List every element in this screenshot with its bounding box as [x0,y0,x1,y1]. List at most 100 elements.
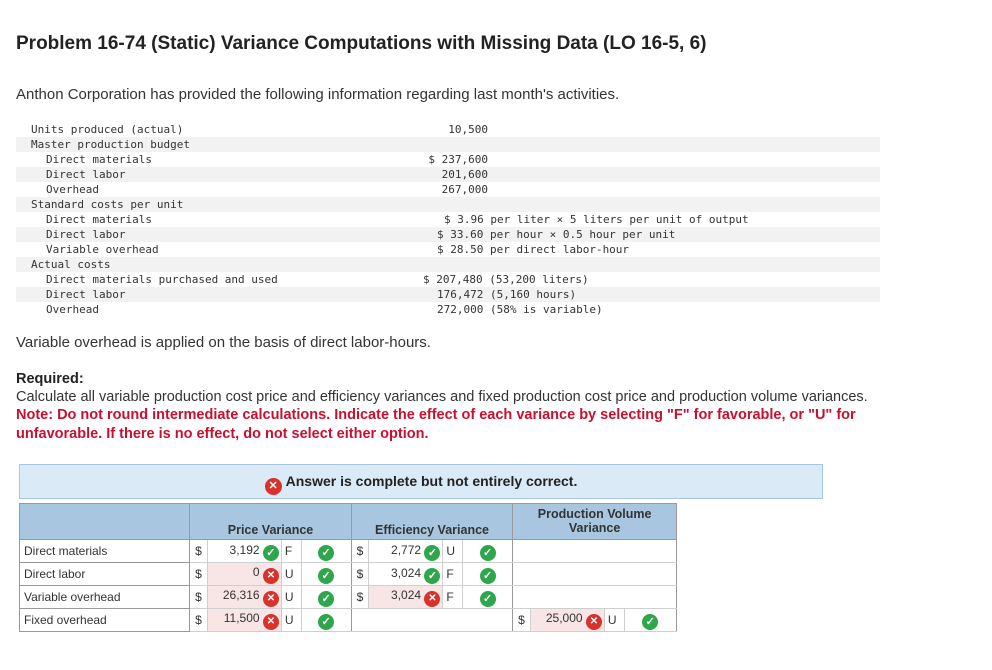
data-row: Direct labor $ 33.60 per hour × 0.5 hour … [16,227,880,242]
header-price-variance: Price Variance [189,503,352,540]
price-variance-amount-input[interactable]: 3,192 ✓ [206,539,282,563]
data-row-label: Direct labor [46,288,126,301]
data-row-label: Standard costs per unit [31,198,184,211]
price-variance-amount-value: 11,500 [223,610,263,625]
required-heading: Required: [16,371,84,387]
efficiency-variance-effect-select[interactable]: F [442,585,463,609]
efficiency-variance-row-check: ✓ [462,585,514,609]
data-row-value: 267,000 [441,183,488,196]
efficiency-variance-amount-input[interactable]: 2,772 ✓ [368,539,443,563]
price-variance-amount-value: 0 [252,564,263,579]
data-row-label: Units produced (actual) [31,123,184,136]
efficiency-variance-amount-input[interactable]: 3,024 ✓ [368,562,443,586]
price-variance-currency: $ [189,585,208,609]
x-circle-icon: ✕ [585,614,602,630]
table-row: Direct labor $0 ✕ U ✓ $3,024 ✓ F ✓ [18,562,677,586]
volume-variance-amount-input[interactable]: 25,000 ✕ [529,608,605,632]
x-circle-icon: ✕ [262,614,279,630]
efficiency-variance-row-check: ✓ [462,562,514,586]
data-row-label: Actual costs [31,258,111,271]
data-row-label: Direct labor [46,228,126,241]
required-note: Note: Do not round intermediate calculat… [16,407,856,442]
data-row: Overhead 272,000 (58% is variable) [16,302,880,317]
data-row-label: Variable overhead [46,243,159,256]
banner-text: Answer is complete but not entirely corr… [285,473,578,489]
row-label: Variable overhead [18,585,191,609]
data-row-value: $ 28.50 per direct labor-hour [437,243,630,256]
price-variance-amount-input[interactable]: 26,316 ✕ [206,585,282,609]
check-circle-icon: ✓ [318,613,335,630]
check-circle-icon: ✓ [318,544,335,561]
data-row-value: $ 3.96 per liter × 5 liters per unit of … [444,213,749,226]
problem-title: Problem 16-74 (Static) Variance Computat… [16,33,707,54]
volume-variance-amount-value: 25,000 [545,610,586,625]
data-row: Variable overhead $ 28.50 per direct labo… [16,242,880,257]
data-row: Direct materials purchased and used $ 207… [16,272,880,287]
data-row-value: 10,500 [448,123,488,136]
row-label: Direct labor [18,562,191,586]
data-row: Master production budget [16,137,880,152]
x-circle-icon: ✕ [264,478,282,495]
empty-cell [512,585,677,609]
price-variance-amount-input[interactable]: 11,500 ✕ [206,608,282,632]
data-row-label: Direct materials [46,213,152,226]
price-variance-currency: $ [189,562,208,586]
row-label: Fixed overhead [18,608,191,632]
price-variance-amount-value: 26,316 [222,587,263,602]
check-circle-icon: ✓ [479,567,496,584]
data-row-value: $ 33.60 per hour × 0.5 hour per unit [437,228,676,241]
header-production-volume-variance: Production Volume Variance [512,503,677,540]
efficiency-variance-amount-value: 3,024 [391,565,425,580]
price-variance-row-check: ✓ [300,562,352,586]
header-efficiency-variance: Efficiency Variance [350,503,514,540]
price-variance-amount-value: 3,192 [229,542,263,557]
price-variance-effect-select[interactable]: U [280,585,302,609]
efficiency-variance-amount-value: 3,024 [391,587,425,602]
header-row-label [18,503,191,540]
data-row-label: Direct labor [46,168,126,181]
volume-variance-row-check: ✓ [623,608,678,632]
efficiency-variance-row-check: ✓ [462,539,514,563]
efficiency-variance-amount-input[interactable]: 3,024 ✕ [368,585,443,609]
price-variance-effect-select[interactable]: U [280,562,302,586]
check-circle-icon: ✓ [424,567,441,584]
price-variance-row-check: ✓ [300,608,352,632]
price-variance-effect-select[interactable]: U [280,608,302,632]
data-row: Standard costs per unit [16,197,880,212]
efficiency-variance-effect-select[interactable]: U [442,539,463,563]
data-row-value: $ 237,600 [428,153,488,166]
data-row-label: Master production budget [31,138,190,151]
price-variance-currency: $ [189,608,208,632]
efficiency-variance-effect-select[interactable]: F [442,562,463,586]
check-circle-icon: ✓ [479,544,496,561]
check-circle-icon: ✓ [262,544,279,561]
table-row: Variable overhead $26,316 ✕ U ✓ $3,024 ✕ F ✓ [18,585,677,609]
table-row: Direct materials $3,192 ✓ F ✓ $2,772 ✓ U ✓ [18,539,677,563]
problem-intro: Anthon Corporation has provided the foll… [16,86,620,103]
data-row-label: Overhead [46,303,99,316]
data-row-label: Overhead [46,183,99,196]
row-label: Direct materials [18,539,191,563]
price-variance-amount-input[interactable]: 0 ✕ [206,562,282,586]
efficiency-variance-currency: $ [350,585,369,609]
check-circle-icon: ✓ [318,590,335,607]
data-row: Direct labor 176,472 (5,160 hours) [16,287,880,302]
given-data-table: Units produced (actual) 10,500 Master prod… [16,122,880,317]
x-circle-icon: ✕ [424,591,441,607]
data-row-value: 201,600 [441,168,488,181]
empty-cell [512,539,677,563]
price-variance-row-check: ✓ [300,585,352,609]
check-circle-icon: ✓ [642,613,659,630]
efficiency-variance-currency: $ [350,539,369,563]
table-row: Fixed overhead $11,500 ✕ U ✓ $25,000 ✕ U ✓ [18,608,678,632]
data-row: Direct labor 201,600 [16,167,880,182]
price-variance-effect-select[interactable]: F [280,539,302,563]
price-variance-row-check: ✓ [300,539,352,563]
variable-overhead-note: Variable overhead is applied on the basi… [16,334,431,351]
volume-variance-effect-select[interactable]: U [603,608,625,632]
data-row: Overhead 267,000 [16,182,880,197]
x-circle-icon: ✕ [262,591,279,607]
data-row-value: 272,000 (58% is variable) [437,303,603,316]
data-row-value: $ 207,480 (53,200 liters) [423,273,589,286]
data-row: Direct materials $ 237,600 [16,152,880,167]
